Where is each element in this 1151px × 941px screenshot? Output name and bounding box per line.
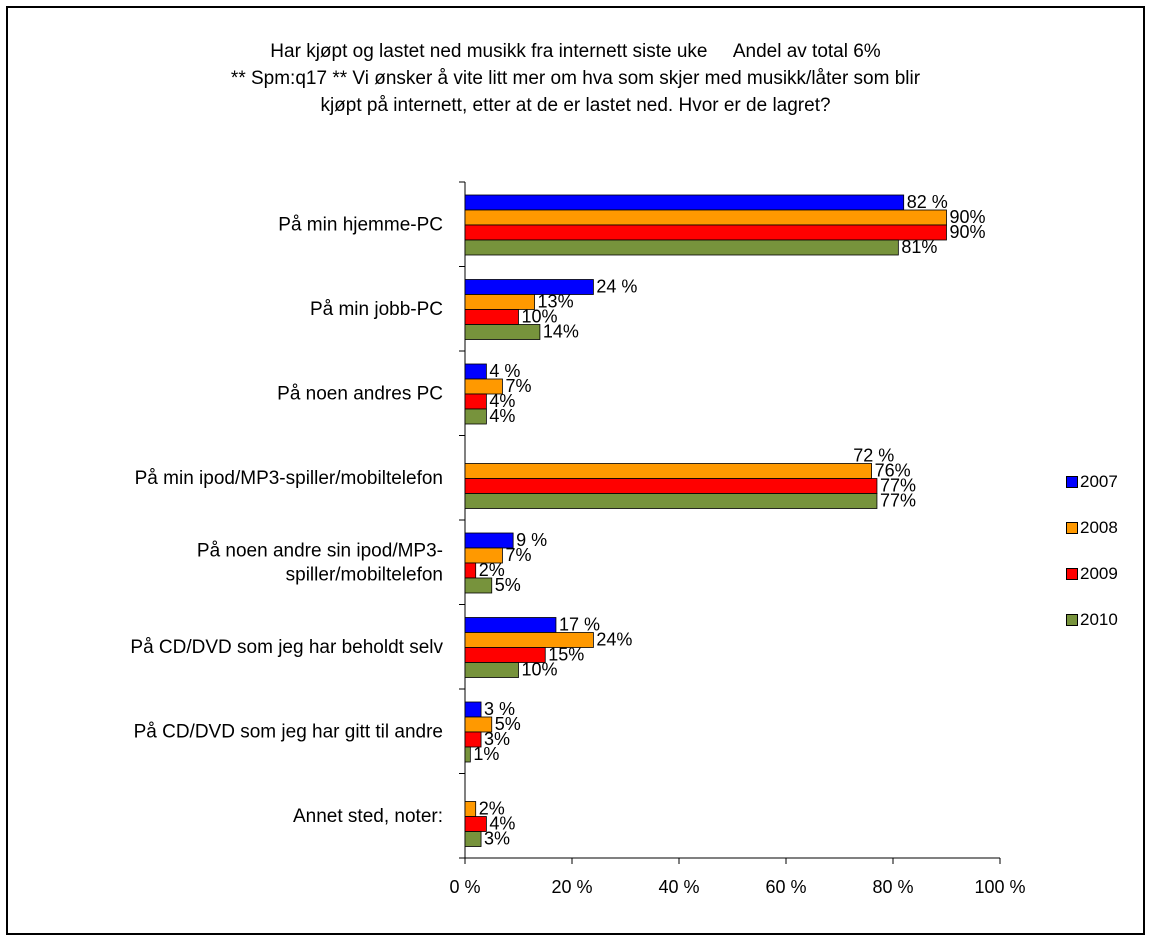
- legend-label-2009: 2009: [1080, 563, 1118, 583]
- bar-2010: [464, 239, 899, 256]
- bar-2008: [464, 209, 947, 226]
- bar-2010: [464, 662, 519, 678]
- data-label-2007: 72 %: [853, 446, 894, 466]
- bar-2010: [464, 493, 878, 509]
- bar-2010: [464, 831, 482, 847]
- legend-swatch-2009: [1066, 567, 1078, 580]
- bar-2010: [464, 577, 493, 594]
- bar-2008: [464, 801, 477, 817]
- chart-title: Har kjøpt og lastet ned musikk fra inter…: [0, 38, 1151, 119]
- data-label-2007: 17 %: [559, 615, 600, 635]
- data-label-2009: 15%: [548, 645, 584, 665]
- chart-title-line-2: ** Spm:q17 ** Vi ønsker å vite litt mer …: [230, 68, 921, 89]
- bar-2008: [464, 463, 873, 479]
- chart-legend: 2007 2008 2009 2010: [1066, 470, 1118, 654]
- data-label-2008: 24%: [596, 630, 632, 650]
- bar-2007: [464, 279, 594, 295]
- data-label-2007: 4 %: [489, 361, 520, 381]
- category-label: På CD/DVD som jeg har beholdt selv: [130, 637, 443, 658]
- data-label-2007: 9 %: [516, 530, 547, 550]
- category-label: På CD/DVD som jeg har gitt til andre: [134, 721, 443, 742]
- x-tick-label: 80 %: [872, 877, 913, 897]
- data-label-2009: 90%: [950, 222, 986, 242]
- bar-2007: [464, 363, 487, 380]
- data-label-2009: 77%: [880, 476, 916, 496]
- legend-label-2010: 2010: [1080, 609, 1118, 629]
- legend-label-2008: 2008: [1080, 517, 1118, 537]
- data-label-2008: 13%: [538, 292, 574, 312]
- bar-2010: [464, 408, 487, 425]
- data-label-2008: 7%: [505, 545, 531, 565]
- data-label-2009: 2%: [479, 560, 505, 580]
- data-label-2008: 2%: [479, 799, 505, 819]
- bar-2009: [464, 309, 519, 325]
- data-label-2008: 90%: [950, 207, 986, 227]
- data-label-2010: 1%: [473, 744, 499, 764]
- data-label-2007: 82 %: [907, 192, 948, 212]
- data-label-2008: 5%: [495, 714, 521, 734]
- data-label-2010: 14%: [543, 322, 579, 342]
- data-label-2010: 3%: [484, 829, 510, 849]
- data-label-2007: 3 %: [484, 699, 515, 719]
- x-tick-label: 20 %: [551, 877, 592, 897]
- data-label-2010: 81%: [901, 237, 937, 257]
- data-label-2009: 10%: [522, 307, 558, 327]
- data-label-2009: 4%: [489, 814, 515, 834]
- bar-2008: [464, 547, 503, 564]
- data-label-2007: 24 %: [596, 277, 637, 297]
- data-label-2010: 5%: [495, 575, 521, 595]
- legend-item-2010: 2010: [1066, 608, 1118, 631]
- category-label: På min ipod/MP3-spiller/mobiltelefon: [135, 468, 443, 489]
- bar-2009: [464, 224, 947, 241]
- category-label: På min jobb-PC: [310, 299, 443, 320]
- legend-item-2009: 2009: [1066, 562, 1118, 585]
- legend-swatch-2010: [1066, 613, 1078, 626]
- legend-item-2008: 2008: [1066, 516, 1118, 539]
- data-label-2010: 77%: [880, 491, 916, 511]
- category-label: På noen andre sin ipod/MP3-: [197, 540, 443, 561]
- x-tick-label: 0 %: [449, 877, 480, 897]
- bar-2007: [464, 194, 905, 211]
- category-label: På min hjemme-PC: [278, 214, 443, 235]
- bar-2009: [464, 562, 477, 579]
- data-label-2010: 4%: [489, 406, 515, 426]
- category-label: spiller/mobiltelefon: [286, 564, 443, 585]
- legend-swatch-2007: [1066, 475, 1078, 488]
- bar-2009: [464, 478, 878, 494]
- bar-2010: [464, 746, 471, 763]
- chart-title-line-1: Har kjøpt og lastet ned musikk fra inter…: [270, 41, 881, 62]
- category-label: På noen andres PC: [277, 383, 443, 404]
- bar-2009: [464, 393, 487, 410]
- x-tick-label: 40 %: [658, 877, 699, 897]
- data-label-2010: 10%: [522, 660, 558, 680]
- legend-swatch-2008: [1066, 521, 1078, 534]
- bar-2007: [464, 701, 482, 718]
- data-label-2009: 3%: [484, 729, 510, 749]
- legend-label-2007: 2007: [1080, 471, 1118, 491]
- x-tick-label: 100 %: [974, 877, 1025, 897]
- category-label: Annet sted, noter:: [293, 806, 443, 827]
- x-tick-label: 60 %: [765, 877, 806, 897]
- bar-2009: [464, 731, 482, 748]
- bar-2010: [464, 324, 541, 340]
- data-label-2008: 7%: [505, 376, 531, 396]
- data-label-2008: 76%: [875, 461, 911, 481]
- chart-title-line-3: kjøpt på internett, etter at de er laste…: [320, 95, 831, 116]
- legend-item-2007: 2007: [1066, 470, 1118, 493]
- bar-2007: [464, 617, 557, 633]
- data-label-2009: 4%: [489, 391, 515, 411]
